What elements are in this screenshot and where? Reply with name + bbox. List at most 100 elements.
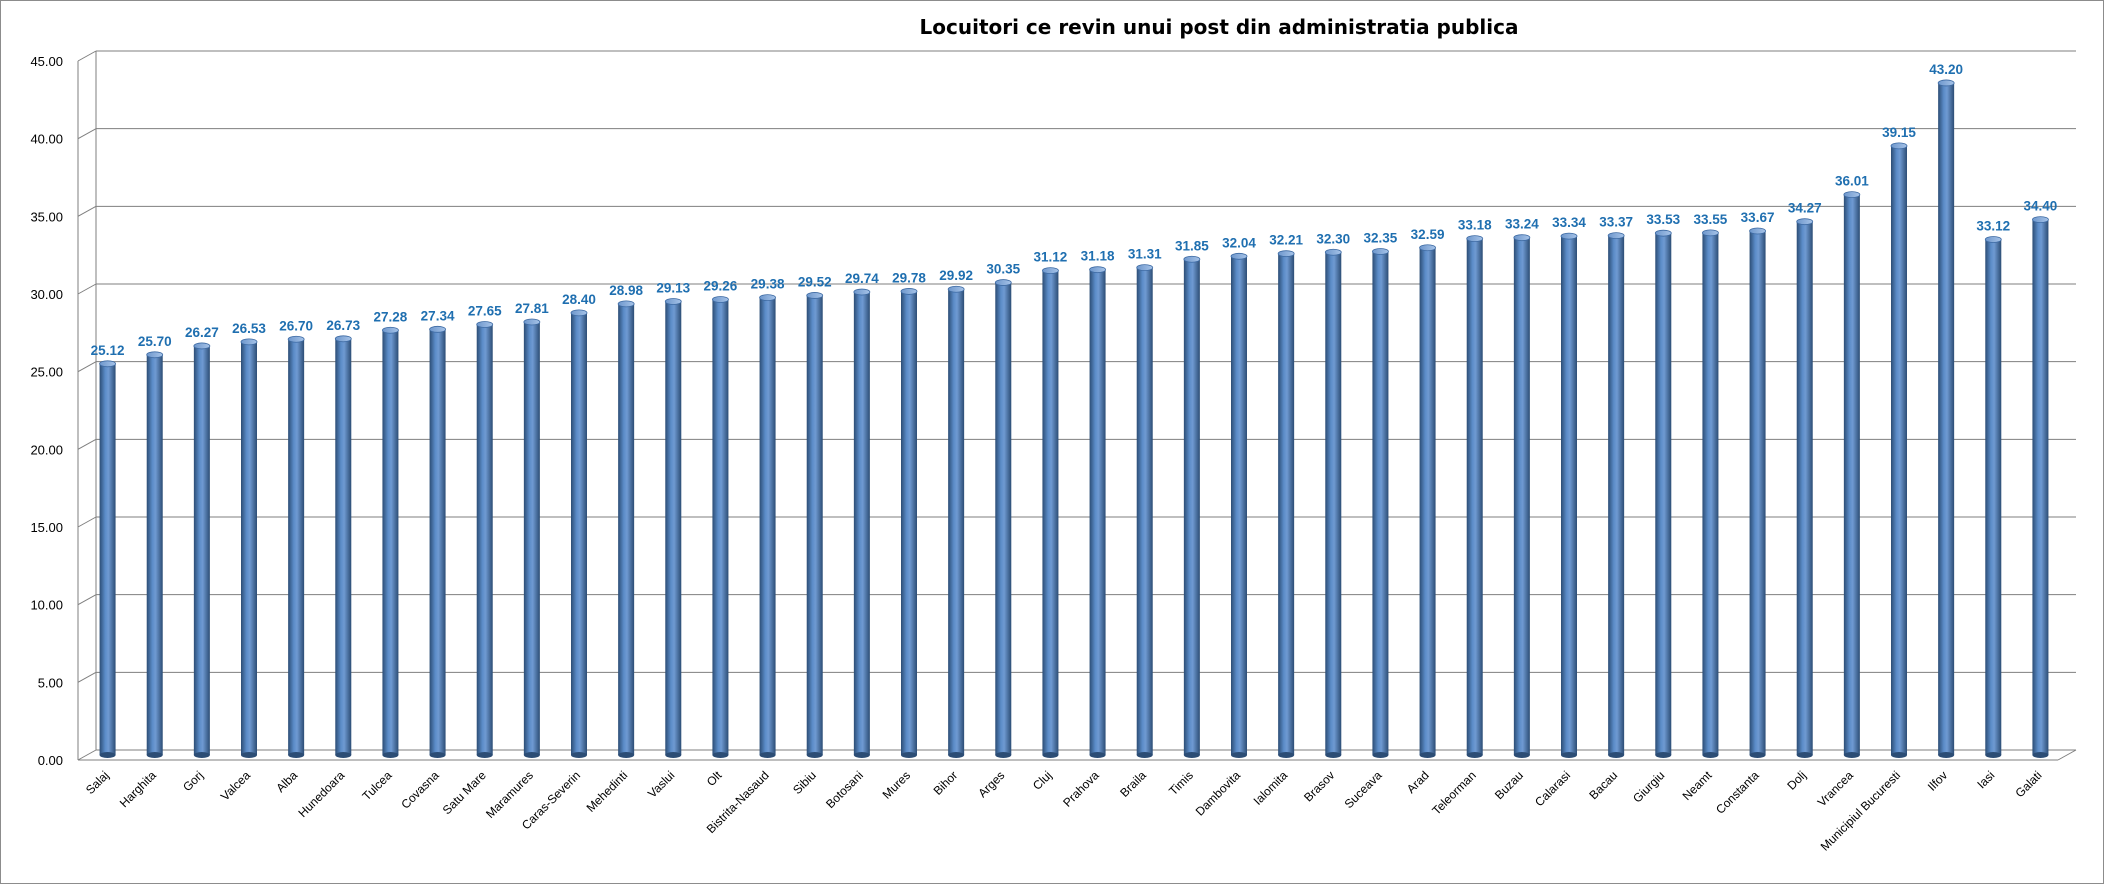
bar-top xyxy=(1607,232,1625,240)
bar-top xyxy=(617,300,635,308)
bar xyxy=(1419,244,1436,758)
bar-top xyxy=(570,309,588,317)
bar-body xyxy=(665,301,682,755)
data-label: 29.38 xyxy=(751,277,785,292)
bar-base xyxy=(1891,752,1907,758)
bar-top xyxy=(1796,218,1814,226)
x-tick-label: Calarasi xyxy=(1532,768,1573,809)
bar-top xyxy=(1183,255,1201,263)
y-tick-label: 45.00 xyxy=(30,54,63,69)
bar xyxy=(1560,232,1578,758)
bar-body xyxy=(1183,259,1200,755)
bar-body xyxy=(1749,230,1766,755)
bar xyxy=(1513,234,1531,758)
bar-top xyxy=(1984,236,2002,243)
bar xyxy=(523,318,541,758)
x-tick-label: Gorj xyxy=(180,768,206,794)
bar-base xyxy=(1089,752,1106,758)
bar-top xyxy=(429,325,446,333)
data-label: 26.73 xyxy=(326,318,360,333)
bar-top xyxy=(853,288,871,296)
bar-body xyxy=(1985,239,2002,755)
bar xyxy=(570,309,588,758)
data-label: 31.18 xyxy=(1081,249,1115,264)
x-tick-label: Galati xyxy=(2012,768,2044,800)
data-label: 28.98 xyxy=(609,283,643,298)
data-label: 31.12 xyxy=(1034,250,1068,265)
bar-top xyxy=(1230,252,1248,260)
bar-base xyxy=(193,752,210,758)
bar-body xyxy=(99,363,116,755)
bar-top xyxy=(1513,234,1531,242)
bar-top xyxy=(1466,235,1484,243)
x-tick-label: Bihor xyxy=(931,768,961,798)
bar xyxy=(1654,229,1672,758)
bar-top xyxy=(1277,250,1295,258)
bar-layer xyxy=(99,79,2049,758)
bar-top xyxy=(1136,264,1154,272)
data-label: 33.55 xyxy=(1694,212,1728,227)
bar-top xyxy=(382,326,399,334)
bar-base xyxy=(1466,752,1483,758)
bar-base xyxy=(241,752,257,758)
bar-body xyxy=(1843,194,1860,756)
data-label: 27.34 xyxy=(421,308,455,323)
bar-top xyxy=(2032,216,2049,224)
x-tick-label: Dolj xyxy=(1784,768,1809,793)
gridline-depth xyxy=(77,516,97,528)
gridline-depth xyxy=(77,50,97,62)
data-label: 31.31 xyxy=(1128,247,1162,262)
bar-top xyxy=(1890,142,1908,150)
bar-body xyxy=(1278,253,1295,755)
bar-base xyxy=(382,752,399,758)
y-tick-label: 0.00 xyxy=(38,753,63,768)
bar xyxy=(1749,227,1766,758)
bar-body xyxy=(901,291,917,755)
bar-base xyxy=(853,752,870,758)
bar xyxy=(806,292,824,758)
bar xyxy=(1042,267,1059,758)
bar-top xyxy=(146,351,164,359)
x-tick-label: Hunedoara xyxy=(296,768,348,820)
bar-body xyxy=(1891,145,1907,755)
bar xyxy=(900,288,918,758)
bar-top xyxy=(1654,229,1672,237)
bar-base xyxy=(476,752,493,758)
x-tick-label: Mehedinti xyxy=(584,768,631,815)
bar xyxy=(1183,255,1201,758)
bar xyxy=(429,325,446,758)
bar xyxy=(334,335,352,758)
y-tick-label: 10.00 xyxy=(30,598,63,613)
bar-body xyxy=(806,295,823,755)
bar-body xyxy=(1561,236,1577,756)
bar xyxy=(1843,191,1861,758)
x-axis-depth xyxy=(2057,749,2077,761)
x-tick-label: Timis xyxy=(1166,768,1196,798)
x-tick-label: Botosani xyxy=(823,768,866,811)
data-label: 39.15 xyxy=(1882,125,1916,140)
x-tick-label: Bacau xyxy=(1586,768,1620,802)
x-tick-label: Arad xyxy=(1404,768,1432,796)
bar-body xyxy=(1702,232,1719,755)
data-label: 43.20 xyxy=(1929,62,1963,77)
data-label: 29.78 xyxy=(892,270,926,285)
bar-top xyxy=(240,338,258,346)
bar-base xyxy=(1183,752,1200,758)
bar-body xyxy=(948,289,965,755)
data-label: 33.34 xyxy=(1552,215,1586,230)
bar-base xyxy=(712,752,729,758)
bar xyxy=(287,335,305,758)
x-tick-label: Neamt xyxy=(1680,768,1715,803)
data-label: 27.65 xyxy=(468,304,502,319)
x-tick-label: Harghita xyxy=(117,768,159,810)
bar-top xyxy=(193,342,211,350)
bar-top xyxy=(1089,266,1106,274)
data-label: 29.74 xyxy=(845,271,879,286)
bar-body xyxy=(523,322,540,755)
bar-top xyxy=(334,335,352,343)
bar-body xyxy=(1372,251,1389,755)
bar-body xyxy=(193,345,210,755)
data-label: 32.21 xyxy=(1269,233,1303,248)
bar xyxy=(240,338,258,758)
